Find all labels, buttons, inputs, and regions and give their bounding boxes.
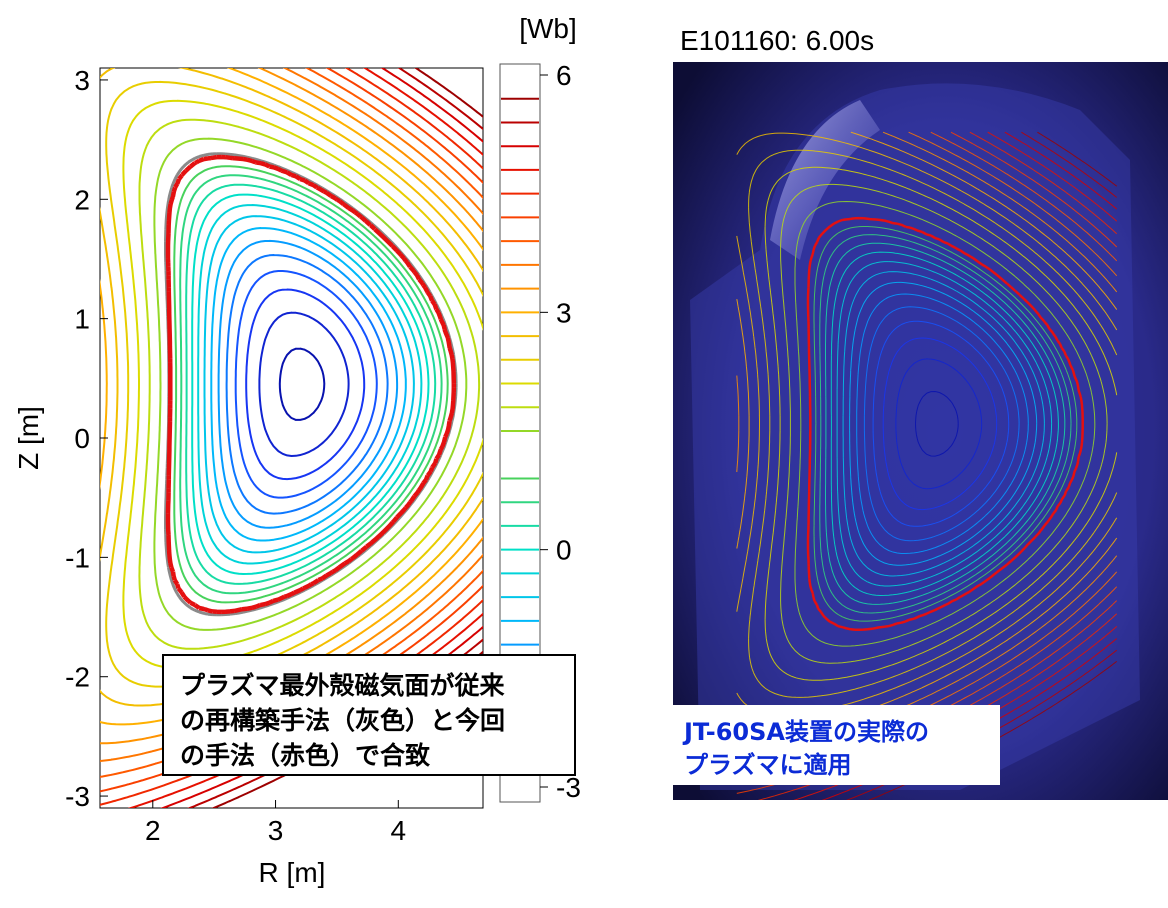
y-tick-label: -3 xyxy=(65,781,90,812)
y-tick-label: 2 xyxy=(74,184,90,215)
x-tick-label: 4 xyxy=(391,815,407,846)
y-tick-label: -1 xyxy=(65,542,90,573)
colorbar-label: [Wb] xyxy=(519,13,577,44)
image-title: E101160: 6.00s xyxy=(680,25,874,56)
x-tick-label: 2 xyxy=(145,815,161,846)
y-tick-label: -2 xyxy=(65,662,90,693)
y-axis-label: Z [m] xyxy=(13,406,44,470)
annotation: の再構築手法（灰色）と今回 xyxy=(180,706,505,735)
annotation: の手法（赤色）で合致 xyxy=(180,741,431,770)
colorbar-tick-label: 6 xyxy=(556,60,572,91)
x-tick-label: 3 xyxy=(268,815,284,846)
colorbar-tick-label: 3 xyxy=(556,297,572,328)
annotation: プラズマに適用 xyxy=(684,751,852,779)
annotation: プラズマ最外殻磁気面が従来 xyxy=(180,671,506,700)
x-axis-label: R [m] xyxy=(259,857,326,888)
y-tick-label: 1 xyxy=(74,304,90,335)
figure: R [m] Z [m] [Wb] -3 0 3 6 プラズマ最外殻磁気面が従来 の再構… xyxy=(0,0,1168,904)
y-tick-label: 3 xyxy=(74,65,90,96)
annotation: JT-60SA装置の実際の xyxy=(682,718,929,746)
colorbar-tick-label: 0 xyxy=(556,535,572,566)
colorbar-tick-label: -3 xyxy=(556,772,581,803)
y-tick-label: 0 xyxy=(74,423,90,454)
